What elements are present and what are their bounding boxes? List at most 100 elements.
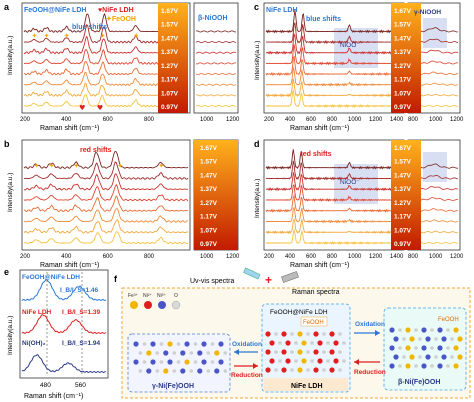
center-atom-2-9 [338, 350, 342, 354]
panel-a-voltage-bar [158, 3, 188, 113]
feooh-peak-star-icon-3: ✦ [100, 32, 106, 40]
panel-c-nioo-label: NiOO⁻ [340, 42, 360, 49]
panel-b-voltage-3: 1.37V [200, 186, 218, 193]
beta-atom-1-4 [425, 336, 431, 342]
panel-b-voltage-7: 0.97V [200, 241, 218, 248]
panel-b-series-0_97V [23, 231, 189, 245]
left-reduction-arrowhead-icon [253, 363, 258, 369]
beta-atom-2-0 [389, 345, 395, 351]
beta-atom-2-3 [414, 346, 418, 350]
panel-a-series-1_27V [23, 61, 159, 76]
panel-d-curves [265, 149, 392, 246]
beta-atom-3-1 [402, 355, 406, 359]
panel-a-series-1_37V [23, 48, 159, 65]
left-oxidation-label: Oxidation [232, 341, 262, 348]
panel-c-voltage-6: 1.07V [394, 90, 412, 97]
center-atom-1-5 [310, 341, 314, 345]
gamma-atom-3-8 [206, 369, 211, 373]
panel-label-f: f [114, 274, 118, 284]
nife-peak-heart-icon-0: ♥ [79, 104, 85, 112]
beta-atom-0-4 [421, 327, 427, 333]
panel-a-ylabel: Intensity(a.u.) [7, 36, 14, 75]
panel-a-xtick-3: 800 [144, 117, 155, 123]
star-icon: ✦ [106, 15, 112, 23]
panel-d-voltage-bar [391, 140, 421, 250]
gamma-atom-0-8 [201, 341, 207, 347]
center-atom-0-8 [329, 331, 335, 337]
gamma-atom-1-10 [223, 351, 228, 355]
panel-a-xtick-0: 200 [20, 117, 31, 123]
center-atom-1-8 [333, 340, 339, 346]
center-atom-1-2 [285, 340, 291, 346]
panel-a-voltage-5: 1.17V [161, 77, 179, 84]
panel-d-xtick-4: 1000 [348, 254, 362, 260]
right-oxidation-arrowhead-icon [375, 330, 380, 336]
beta-atom-0-8 [453, 327, 459, 333]
panel-a-voltage-2: 1.47V [161, 35, 179, 42]
gamma-atom-0-3 [159, 342, 164, 346]
gamma-atom-0-6 [184, 341, 190, 347]
ni2-atom-icon [144, 301, 152, 309]
panel-b-xtick-1: 400 [61, 254, 72, 260]
center-atom-1-7 [326, 341, 330, 345]
panel-a-voltage-4: 1.27V [161, 63, 179, 70]
panel-d-series-1_07V [265, 218, 392, 235]
panel-e-xlabel: Raman shift (cm⁻¹) [24, 393, 83, 400]
panel-e-curve-0 [21, 278, 107, 302]
gamma-atom-3-4 [172, 369, 177, 373]
panel-d-voltage-5: 1.17V [394, 214, 412, 221]
beta-atom-1-0 [393, 336, 399, 342]
panel-d-red-shifts: red shifts [300, 151, 332, 158]
center-atom-2-4 [297, 349, 303, 355]
panel-b-voltage-2: 1.47V [200, 172, 218, 179]
gamma-atom-2-6 [184, 359, 190, 365]
panel-b-peak-star-icon-3: ✦ [117, 162, 123, 170]
beta-atom-0-3 [414, 328, 418, 332]
panel-a-curves: ✦ ✦ ✦ ✦ ✦ ♥ ♥ [23, 12, 159, 112]
center-atom-1-1 [278, 341, 282, 345]
beta-atom-1-7 [450, 337, 454, 341]
beta-atom-1-1 [402, 337, 406, 341]
panel-d-xtick-3: 800 [327, 254, 338, 260]
panel-c-series-1_57V [265, 22, 392, 45]
center-atom-0-7 [322, 332, 326, 336]
panel-c-right-xtick-2: 1200 [450, 117, 464, 123]
panel-a-xtick-1: 400 [61, 117, 72, 123]
panel-c-series-1_27V [265, 55, 392, 77]
center-feooh-label: FeOOH [303, 320, 324, 326]
panel-a-series-0_97V [23, 94, 159, 108]
panel-d-xtick-0: 200 [264, 254, 275, 260]
panel-a-series-1_57V [23, 23, 159, 44]
gamma-atom-2-7 [193, 360, 198, 364]
panel-e-xtick-560: 560 [75, 382, 86, 389]
gamma-atom-3-0 [138, 369, 143, 373]
panel-b-voltage-6: 1.07V [200, 227, 218, 234]
feooh-peak-star-icon-1: ✦ [44, 32, 50, 40]
center-atom-4-5 [306, 368, 310, 372]
panel-e-ratio-nife: I_B/I_S=1.39 [62, 309, 101, 316]
center-lattice [265, 331, 346, 373]
legend-fe3: Fe³⁺ [128, 293, 139, 299]
o-atom-icon [171, 300, 181, 310]
center-atom-1-4 [301, 340, 307, 346]
center-atom-3-6 [317, 358, 323, 364]
panel-c-xtick-0: 200 [264, 117, 275, 123]
panel-d-xlabel: Raman shift (cm⁻¹) [290, 262, 349, 269]
panel-c-xlabel: Raman shift (cm⁻¹) [290, 125, 349, 132]
beta-atom-0-2 [405, 327, 411, 333]
center-atom-2-7 [322, 350, 326, 354]
gamma-atom-0-10 [218, 341, 224, 347]
panel-a-right-series-3 [195, 73, 237, 76]
panel-d-xtick-5: 1200 [369, 254, 383, 260]
panel-a-right-series-2 [195, 83, 237, 86]
gamma-atom-3-3 [163, 368, 169, 374]
center-atom-1-3 [294, 341, 298, 345]
panel-a-series-1_47V [23, 35, 159, 55]
center-atom-3-3 [294, 359, 298, 363]
gamma-atom-2-1 [142, 360, 147, 364]
uv-vis-label: Uv-vis spectra [190, 278, 234, 285]
gamma-atom-0-2 [150, 341, 156, 347]
panel-label-d: d [254, 139, 260, 149]
panel-d-voltage-3: 1.37V [394, 186, 412, 193]
panel-d-series-0_97V [265, 228, 392, 246]
